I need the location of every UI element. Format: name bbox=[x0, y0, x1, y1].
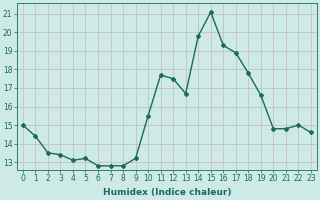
X-axis label: Humidex (Indice chaleur): Humidex (Indice chaleur) bbox=[103, 188, 231, 197]
